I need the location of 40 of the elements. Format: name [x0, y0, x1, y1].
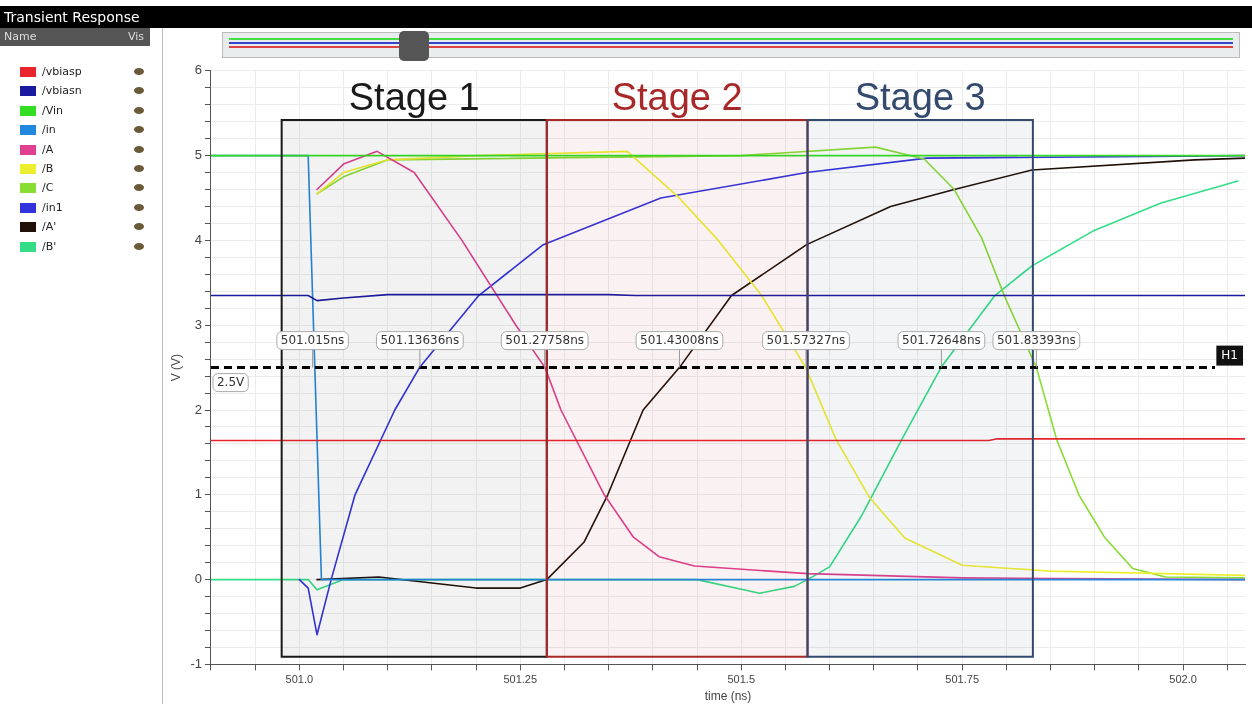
legend-label: /B — [42, 161, 54, 177]
y-tick-label: 6 — [194, 62, 202, 78]
legend-label: /vbiasn — [42, 83, 82, 100]
ref-line-label: H1 — [1221, 347, 1239, 362]
x-tick-label: 501.0 — [285, 673, 314, 686]
band-label: Stage 2 — [611, 75, 743, 118]
legend-label: /C — [42, 180, 54, 197]
y-tick-label: 2 — [194, 401, 202, 417]
legend-label: /A' — [42, 219, 57, 236]
annotation: 2.5V — [216, 374, 246, 389]
legend-label: /Vin — [42, 102, 64, 119]
annotation: 501.13636ns — [380, 332, 460, 347]
annotation: 501.27758ns — [505, 332, 585, 347]
text: Transient Response — [0, 6, 1252, 28]
legend-label: /vbiasp — [42, 64, 82, 80]
y-tick-label: -1 — [190, 655, 202, 671]
y-tick-label: 3 — [194, 316, 202, 332]
y-tick-label: 0 — [194, 571, 202, 587]
x-axis-title: time (ns) — [704, 689, 752, 704]
y-tick-label: 5 — [194, 147, 202, 163]
x-tick-label: 501.75 — [945, 673, 980, 686]
y-tick-label: 4 — [194, 231, 202, 247]
legend-label: /in — [42, 122, 56, 139]
y-axis-title: V (V) — [168, 353, 183, 382]
annotation: 501.83393ns — [996, 332, 1076, 347]
band-label: Stage 3 — [854, 75, 986, 118]
legend-label: /B' — [42, 238, 57, 255]
annotation: 501.43008ns — [640, 332, 719, 347]
legend-title: Name — [4, 29, 37, 45]
x-tick-label: 501.5 — [727, 673, 755, 686]
band-label: Stage 1 — [348, 75, 480, 118]
legend-label: /A — [42, 141, 54, 158]
annotation: 501.015ns — [280, 332, 345, 347]
x-tick-label: 502.0 — [1169, 673, 1197, 686]
annotation: 501.72648ns — [902, 332, 981, 347]
annotation: 501.57327ns — [766, 332, 846, 347]
y-tick-label: 1 — [194, 486, 202, 502]
x-tick-label: 501.25 — [503, 673, 538, 686]
text: Vis — [128, 29, 145, 45]
legend-label: /in1 — [42, 199, 63, 216]
